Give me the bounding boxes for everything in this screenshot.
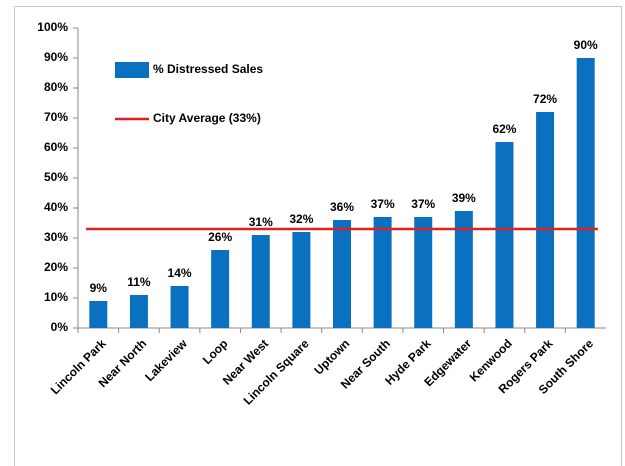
bar bbox=[536, 112, 555, 328]
legend-label: % Distressed Sales bbox=[153, 62, 263, 76]
y-tick-label: 50% bbox=[44, 170, 68, 184]
legend-label: City Average (33%) bbox=[153, 111, 261, 125]
bar bbox=[170, 286, 189, 328]
value-label: 72% bbox=[533, 92, 557, 106]
y-tick-label: 30% bbox=[44, 230, 68, 244]
y-tick-label: 90% bbox=[44, 50, 68, 64]
bar bbox=[129, 295, 148, 328]
value-label: 90% bbox=[574, 38, 598, 52]
value-label: 39% bbox=[452, 191, 476, 205]
y-tick-label: 60% bbox=[44, 140, 68, 154]
y-tick-label: 70% bbox=[44, 110, 68, 124]
value-label: 26% bbox=[208, 230, 232, 244]
y-tick-label: 0% bbox=[51, 320, 69, 334]
legend-swatch bbox=[115, 62, 149, 78]
bar bbox=[292, 232, 311, 328]
y-tick-label: 80% bbox=[44, 80, 68, 94]
value-label: 32% bbox=[289, 212, 313, 226]
bar bbox=[576, 58, 595, 328]
bar bbox=[211, 250, 230, 328]
bar bbox=[89, 301, 108, 328]
y-tick-label: 40% bbox=[44, 200, 68, 214]
value-label: 14% bbox=[168, 266, 192, 280]
value-label: 9% bbox=[90, 281, 108, 295]
bar bbox=[414, 217, 433, 328]
y-tick-label: 10% bbox=[44, 290, 68, 304]
y-tick-label: 100% bbox=[37, 20, 68, 34]
y-tick-label: 20% bbox=[44, 260, 68, 274]
value-label: 11% bbox=[127, 275, 151, 289]
value-label: 36% bbox=[330, 200, 354, 214]
value-label: 31% bbox=[249, 215, 273, 229]
chart-frame bbox=[14, 6, 622, 466]
value-label: 37% bbox=[371, 197, 395, 211]
bar bbox=[333, 220, 351, 328]
value-label: 62% bbox=[492, 122, 516, 136]
value-label: 37% bbox=[411, 197, 435, 211]
bar bbox=[495, 142, 514, 328]
bar bbox=[251, 235, 270, 328]
bar bbox=[454, 211, 473, 328]
bar bbox=[373, 217, 392, 328]
